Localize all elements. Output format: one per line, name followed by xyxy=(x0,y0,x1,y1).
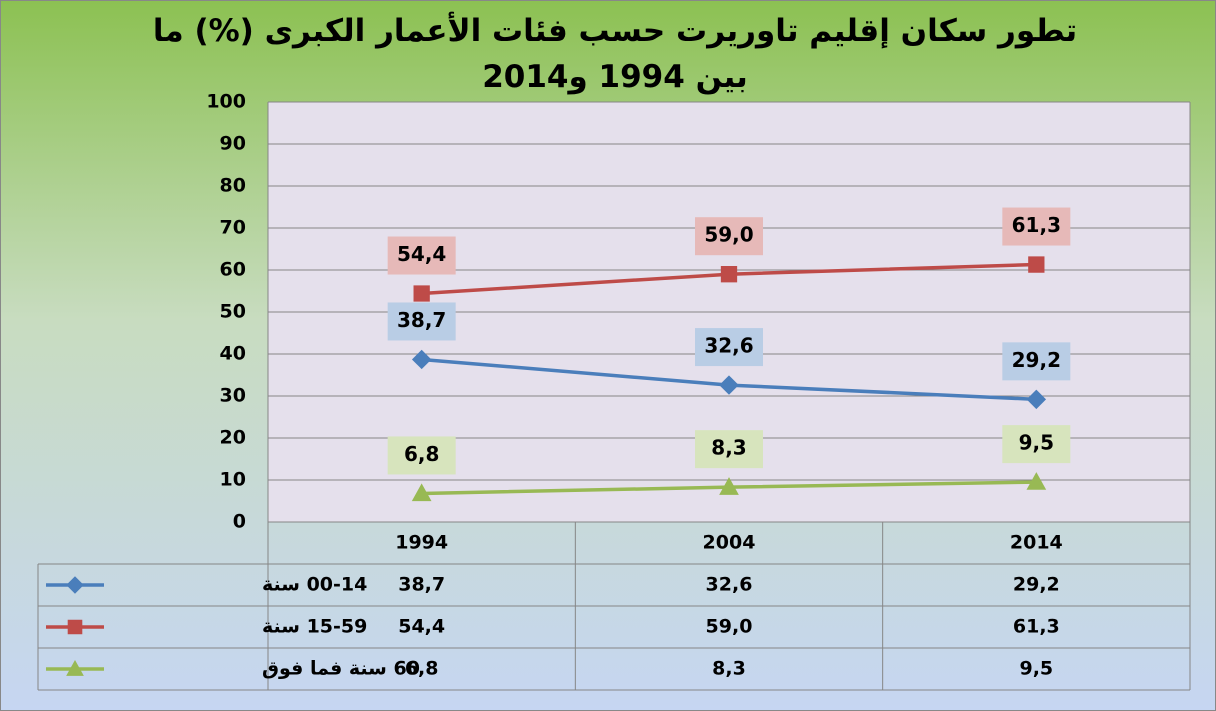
table-cell: 61,3 xyxy=(1013,616,1060,638)
y-tick-label: 100 xyxy=(206,91,246,113)
data-point xyxy=(411,483,432,502)
data-label: 59,0 xyxy=(704,223,753,247)
data-label: 38,7 xyxy=(397,308,446,332)
y-tick-label: 60 xyxy=(220,259,246,281)
data-point xyxy=(720,266,738,283)
y-tick-label: 20 xyxy=(220,427,246,449)
table-cell: 6,8 xyxy=(405,658,439,680)
table-cell: 32,6 xyxy=(706,574,753,596)
legend-label: 15-59 سنة xyxy=(262,616,367,638)
data-point xyxy=(1028,256,1045,273)
data-label: 9,5 xyxy=(1019,431,1054,455)
table-cell: 8,3 xyxy=(712,658,746,680)
data-point xyxy=(719,375,739,395)
data-label-box xyxy=(695,217,763,256)
y-tick-label: 10 xyxy=(220,469,246,491)
data-point xyxy=(1026,389,1047,410)
data-label-box xyxy=(695,430,763,469)
data-label: 32,6 xyxy=(704,334,753,358)
data-label: 61,3 xyxy=(1012,213,1061,237)
data-point xyxy=(411,349,432,370)
table-cell: 29,2 xyxy=(1013,574,1060,596)
data-label: 54,4 xyxy=(397,242,446,266)
data-label-box xyxy=(695,328,763,367)
y-tick-label: 50 xyxy=(220,301,246,323)
legend-marker xyxy=(66,576,84,594)
data-point xyxy=(1026,472,1047,490)
y-tick-label: 30 xyxy=(220,385,246,407)
legend-label: 00-14 سنة xyxy=(262,574,367,596)
y-tick-label: 80 xyxy=(220,175,246,197)
data-label-box xyxy=(387,236,456,275)
y-tick-label: 90 xyxy=(220,133,246,155)
data-label: 6,8 xyxy=(404,442,439,466)
table-cell: 9,5 xyxy=(1019,658,1053,680)
x-tick-label: 2004 xyxy=(703,532,756,554)
data-label: 8,3 xyxy=(711,436,746,460)
data-label-box xyxy=(1002,342,1071,381)
legend-marker xyxy=(67,619,83,635)
data-point xyxy=(413,285,430,302)
table-cell: 59,0 xyxy=(706,616,753,638)
y-tick-label: 0 xyxy=(233,511,246,533)
data-point xyxy=(719,477,739,495)
legend-label: 60 سنة فما فوق xyxy=(262,658,420,680)
table-cell: 54,4 xyxy=(398,616,445,638)
chart-title: تطور سكان إقليم تاوريرت حسب فئات الأعمار… xyxy=(152,13,1078,95)
data-label-box xyxy=(387,436,456,475)
x-tick-label: 1994 xyxy=(395,532,448,554)
legend-marker xyxy=(66,659,84,676)
data-label-box xyxy=(1002,207,1071,246)
y-tick-label: 40 xyxy=(220,343,246,365)
table-cell: 38,7 xyxy=(398,574,445,596)
data-label-box xyxy=(1002,425,1071,464)
y-tick-label: 70 xyxy=(220,217,246,239)
x-tick-label: 2014 xyxy=(1010,532,1063,554)
data-label-box xyxy=(387,302,456,341)
data-label: 29,2 xyxy=(1012,348,1061,372)
